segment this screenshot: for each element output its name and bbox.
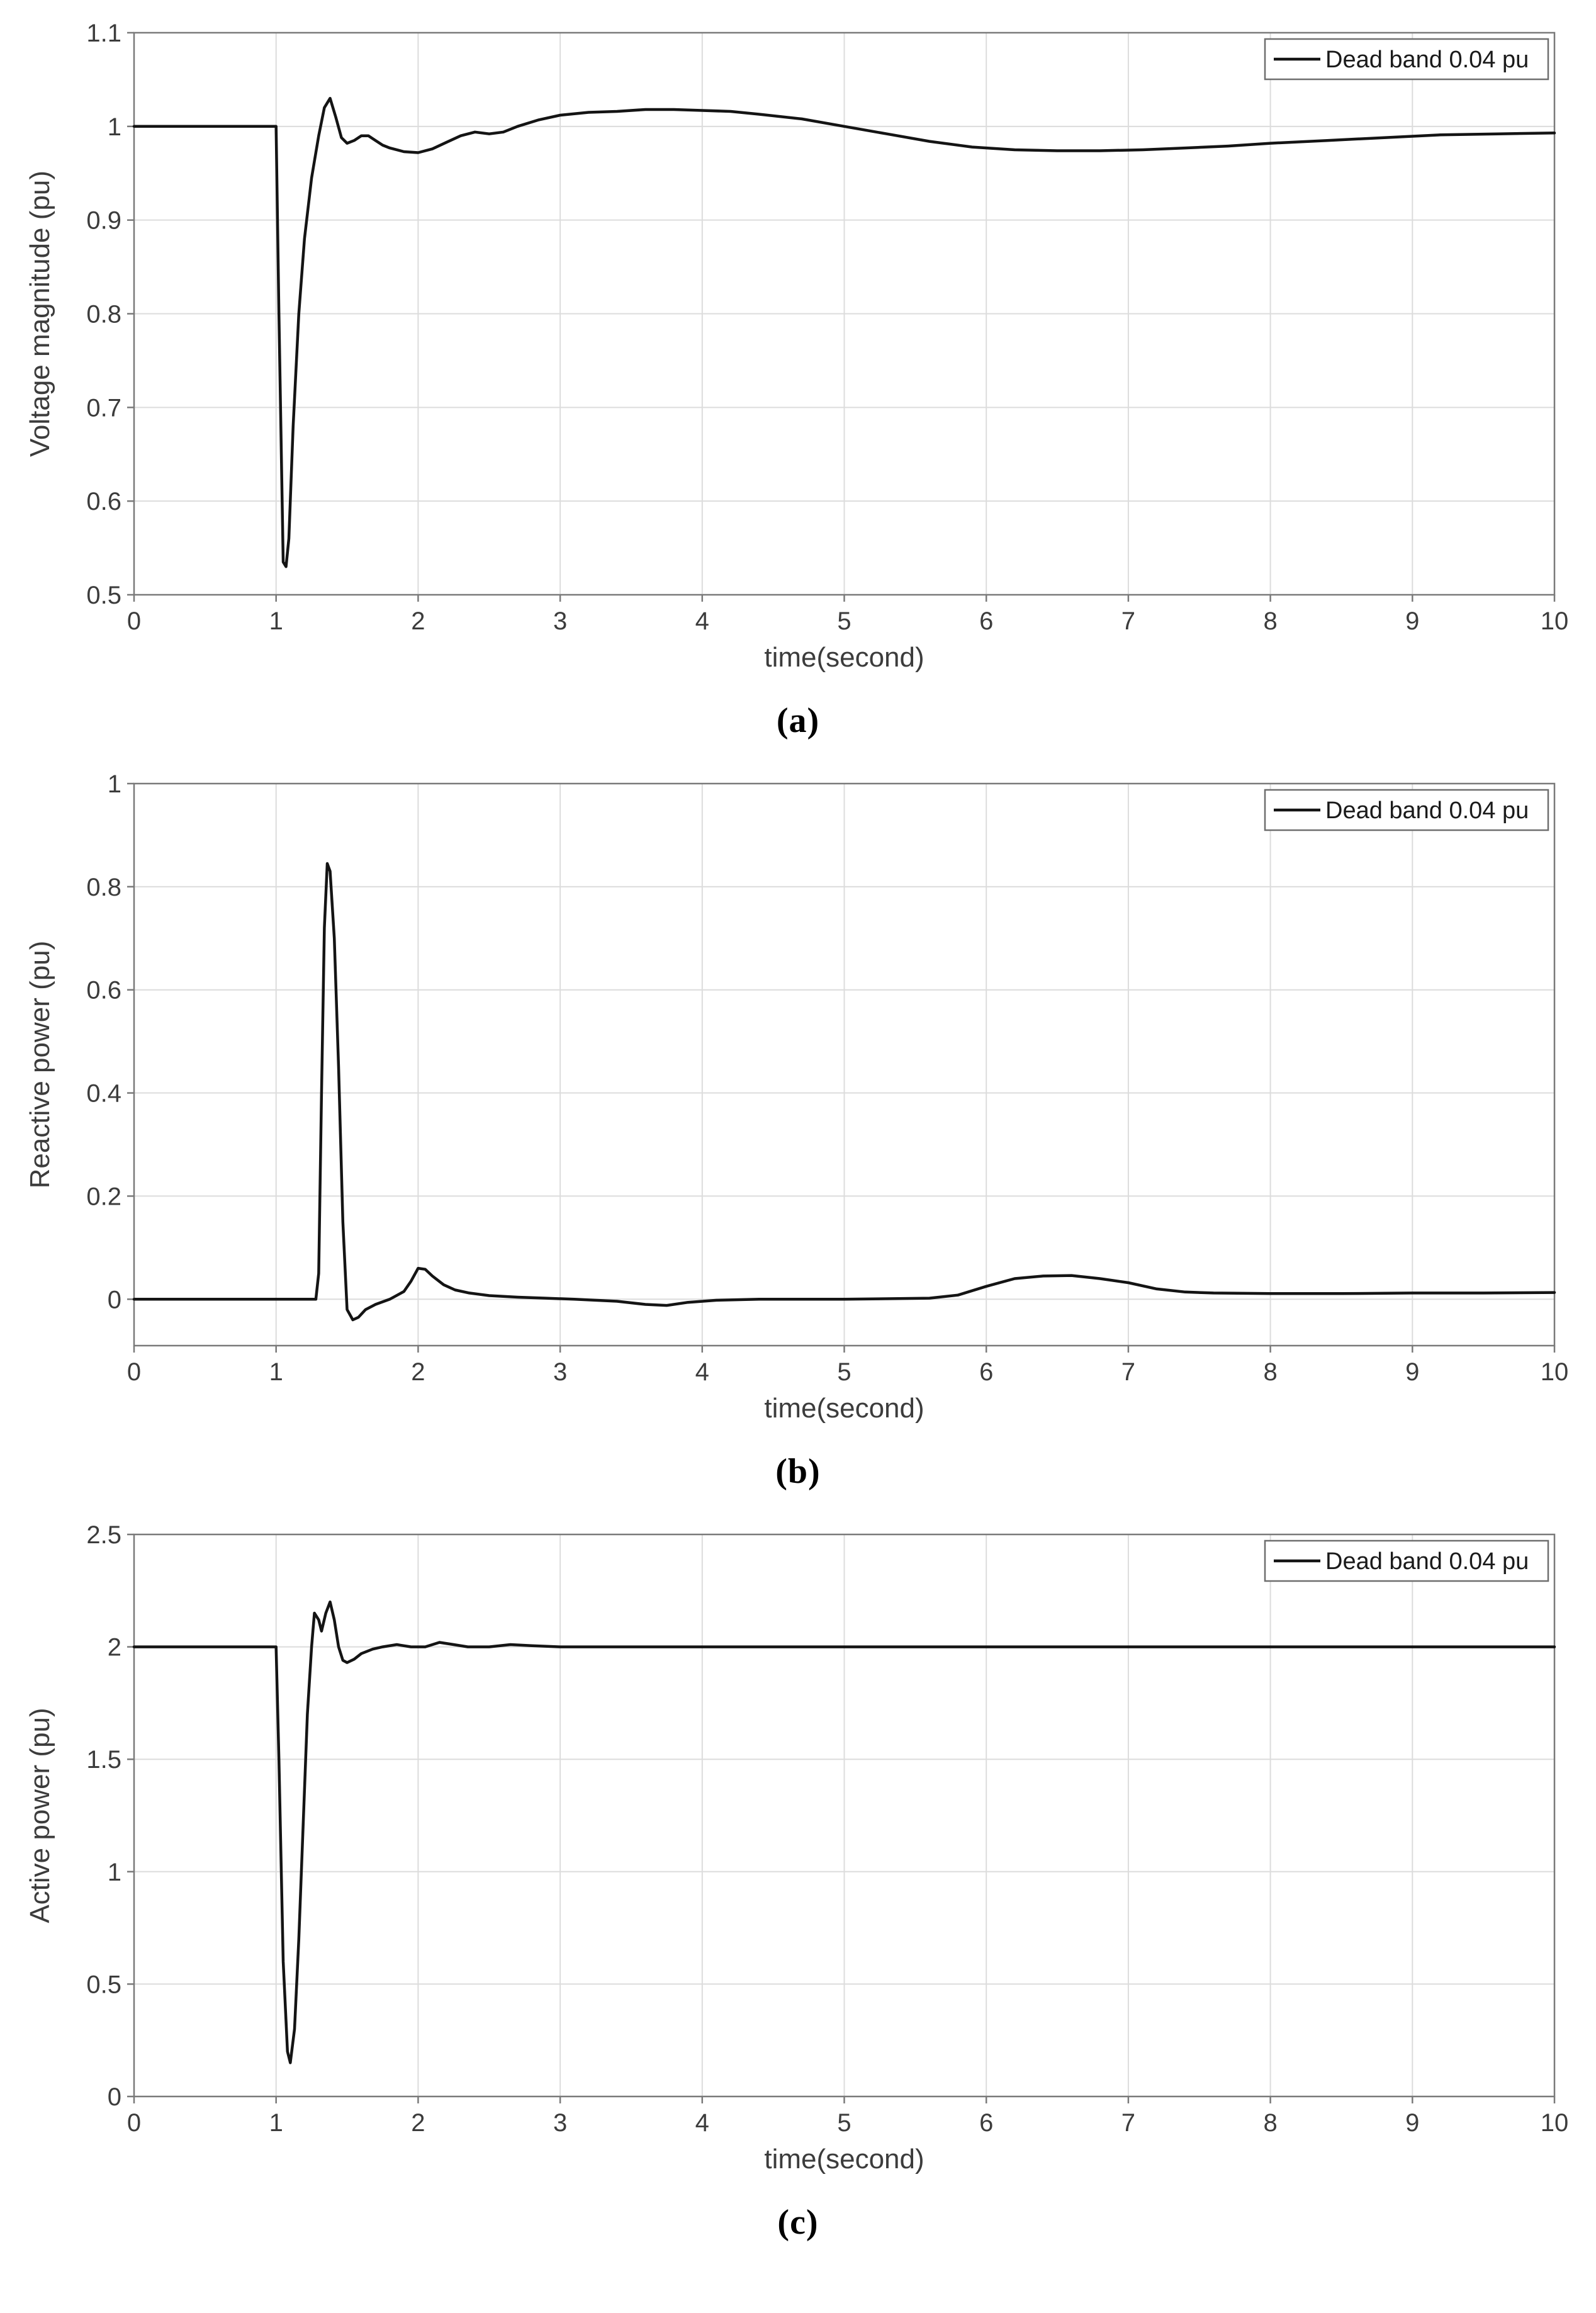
x-tick-label: 9 [1405, 607, 1419, 635]
x-tick-label: 4 [695, 1358, 709, 1386]
figure-c: 0 1 2 3 4 5 6 7 8 9 10 0 0.5 1 1.5 2 2.5 time(second) Acti… [18, 1516, 1578, 2259]
y-tick-label: 0 [108, 1286, 121, 1314]
x-tick-label: 3 [553, 1358, 567, 1386]
y-tick-label: 2.5 [86, 1521, 121, 1549]
legend-label: Dead band 0.04 pu [1325, 797, 1529, 824]
x-tick-label: 2 [411, 2109, 425, 2137]
chart-b: 0 1 2 3 4 5 6 7 8 9 10 0 0.2 0.4 0.6 0.8 1 time(second) Re… [18, 765, 1578, 1441]
caption-c: (c) [777, 2203, 819, 2242]
caption-a: (a) [776, 701, 820, 740]
y-tick-label: 0 [108, 2083, 121, 2111]
legend-label: Dead band 0.04 pu [1325, 47, 1529, 73]
legend-label: Dead band 0.04 pu [1325, 1548, 1529, 1575]
x-tick-label: 6 [979, 607, 993, 635]
y-tick-label: 1.1 [86, 20, 121, 47]
x-tick-label: 8 [1263, 607, 1277, 635]
x-axis-label: time(second) [764, 2144, 924, 2175]
y-tick-label: 2 [108, 1634, 121, 1662]
x-tick-label: 7 [1121, 1358, 1135, 1386]
chart-a: 0 1 2 3 4 5 6 7 8 9 10 0.5 0.6 0.7 0.8 0.9 1 1.1 time(seco… [18, 14, 1578, 690]
x-tick-label: 5 [837, 1358, 851, 1386]
x-tick-label: 5 [837, 607, 851, 635]
caption-b: (b) [775, 1452, 821, 1491]
x-tick-label: 0 [127, 607, 141, 635]
y-tick-label: 1 [108, 770, 121, 798]
x-axis-label: time(second) [764, 642, 924, 673]
x-tick-label: 2 [411, 1358, 425, 1386]
x-tick-label: 8 [1263, 2109, 1277, 2137]
chart-svg: 0 1 2 3 4 5 6 7 8 9 10 0 0.5 1 1.5 2 2.5 time(second) Acti… [25, 1521, 1569, 2175]
x-tick-label: 6 [979, 1358, 993, 1386]
x-tick-label: 4 [695, 2109, 709, 2137]
y-tick-label: 0.5 [86, 582, 121, 609]
chart-c: 0 1 2 3 4 5 6 7 8 9 10 0 0.5 1 1.5 2 2.5 time(second) Acti… [18, 1516, 1578, 2192]
x-tick-label: 6 [979, 2109, 993, 2137]
figure-a: 0 1 2 3 4 5 6 7 8 9 10 0.5 0.6 0.7 0.8 0.9 1 1.1 time(seco… [18, 14, 1578, 757]
y-tick-label: 0.9 [86, 207, 121, 235]
y-tick-label: 0.7 [86, 394, 121, 422]
y-tick-label: 0.2 [86, 1183, 121, 1210]
y-tick-label: 1.5 [86, 1746, 121, 1774]
x-tick-label: 0 [127, 2109, 141, 2137]
y-tick-label: 0.8 [86, 301, 121, 329]
x-tick-label: 10 [1541, 607, 1569, 635]
x-tick-label: 3 [553, 2109, 567, 2137]
series-line [132, 96, 1556, 568]
y-tick-label: 1 [108, 1859, 121, 1886]
x-tick-label: 4 [695, 607, 709, 635]
series-line [132, 1600, 1556, 2064]
y-tick-label: 1 [108, 113, 121, 141]
x-tick-label: 3 [553, 607, 567, 635]
x-tick-label: 8 [1263, 1358, 1277, 1386]
x-tick-label: 9 [1405, 2109, 1419, 2137]
y-axis-label: Voltage magnitude (pu) [25, 171, 55, 457]
x-tick-label: 1 [269, 1358, 283, 1386]
y-tick-label: 0.8 [86, 874, 121, 901]
x-tick-label: 0 [127, 1358, 141, 1386]
series-line [132, 862, 1556, 1322]
y-axis-label: Reactive power (pu) [25, 941, 55, 1189]
y-tick-label: 0.6 [86, 488, 121, 515]
x-tick-label: 7 [1121, 607, 1135, 635]
x-tick-label: 1 [269, 2109, 283, 2137]
x-tick-label: 5 [837, 2109, 851, 2137]
x-tick-label: 1 [269, 607, 283, 635]
x-tick-label: 7 [1121, 2109, 1135, 2137]
figure-b: 0 1 2 3 4 5 6 7 8 9 10 0 0.2 0.4 0.6 0.8 1 time(second) Re… [18, 765, 1578, 1508]
y-tick-label: 0.6 [86, 977, 121, 1005]
x-tick-label: 10 [1541, 1358, 1569, 1386]
chart-svg: 0 1 2 3 4 5 6 7 8 9 10 0 0.2 0.4 0.6 0.8 1 time(second) Re… [25, 770, 1569, 1424]
y-axis-label: Active power (pu) [25, 1708, 55, 1923]
chart-svg: 0 1 2 3 4 5 6 7 8 9 10 0.5 0.6 0.7 0.8 0.9 1 1.1 time(seco… [25, 20, 1569, 673]
x-tick-label: 10 [1541, 2109, 1569, 2137]
y-tick-label: 0.4 [86, 1080, 121, 1108]
x-tick-label: 2 [411, 607, 425, 635]
y-tick-label: 0.5 [86, 1971, 121, 1998]
x-axis-label: time(second) [764, 1393, 924, 1424]
x-tick-label: 9 [1405, 1358, 1419, 1386]
